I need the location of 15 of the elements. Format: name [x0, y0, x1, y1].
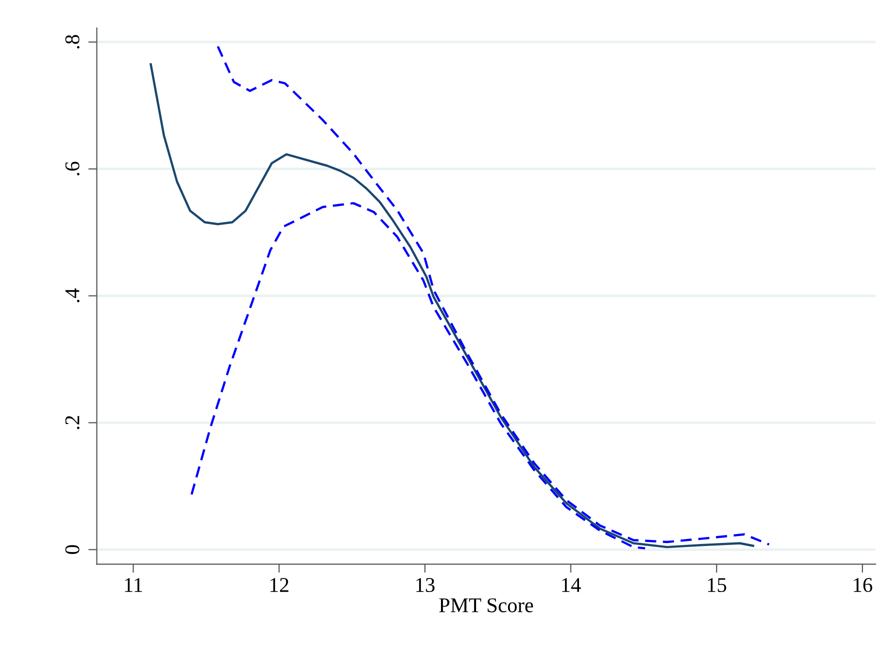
x-tick-label: 12 — [270, 578, 288, 592]
x-axis-title: PMT Score — [439, 598, 534, 612]
y-tick-label: .6 — [65, 162, 80, 176]
line-series — [216, 45, 770, 546]
x-tick-label: 15 — [708, 578, 726, 592]
x-tick-label: 16 — [854, 578, 872, 592]
line-series — [190, 202, 646, 550]
x-tick-label: 11 — [125, 578, 142, 592]
x-tick-label: 13 — [416, 578, 435, 592]
line-series — [150, 63, 754, 548]
x-tick-label: 14 — [562, 578, 581, 592]
y-tick-label: 0 — [65, 545, 80, 554]
y-tick-label: .2 — [65, 416, 80, 430]
y-tick-label: .8 — [65, 35, 80, 48]
y-tick-label: .4 — [65, 288, 80, 302]
